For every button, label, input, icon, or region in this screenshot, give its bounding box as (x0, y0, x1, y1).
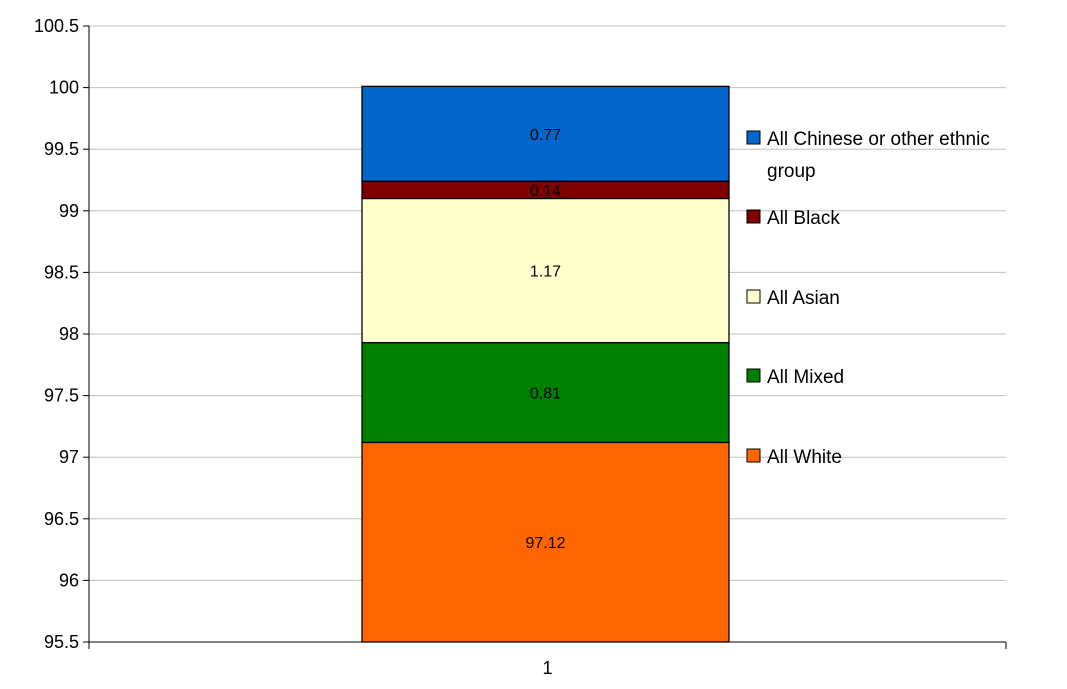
y-tick-label: 98 (59, 324, 79, 344)
legend-label: All Asian (767, 288, 840, 309)
legend-label: All Chinese or other ethnic group (767, 129, 990, 182)
y-tick-label: 96 (59, 570, 79, 590)
legend: All Chinese or other ethnic group All Blac… (746, 129, 990, 468)
data-label: 0.81 (530, 386, 561, 403)
axes (83, 25, 1007, 649)
y-tick-label: 96.5 (44, 509, 79, 529)
x-tick-label: 1 (542, 658, 552, 678)
legend-label: All Black (767, 208, 840, 229)
y-tick-label: 99.5 (44, 139, 79, 159)
legend-label: All Mixed (767, 367, 844, 388)
legend-swatch (746, 289, 761, 304)
legend-label: All White (767, 447, 842, 468)
legend-swatch (746, 209, 761, 224)
y-tick-label: 99 (59, 201, 79, 221)
data-label: 97.12 (525, 535, 565, 552)
labels: 95.5 96 96.5 97 97.5 98 98.5 99 99.5 100 100.5 1 97.… (34, 16, 566, 678)
bars (361, 85, 730, 643)
legend-swatch (746, 368, 761, 383)
data-label: 0.77 (530, 127, 561, 144)
y-tick-label: 95.5 (44, 632, 79, 652)
y-tick-label: 97 (59, 447, 79, 467)
data-label: 1.17 (530, 264, 561, 281)
y-tick-label: 97.5 (44, 386, 79, 406)
y-tick-label: 98.5 (44, 262, 79, 282)
bar-segment (361, 197, 730, 344)
legend-swatch (746, 448, 761, 463)
y-tick-label: 100 (49, 78, 79, 98)
legend-swatch (746, 130, 761, 145)
bar-segment (361, 341, 730, 444)
data-label: 0.14 (530, 183, 561, 200)
y-tick-label: 100.5 (34, 16, 79, 36)
bar-segment (361, 85, 730, 182)
